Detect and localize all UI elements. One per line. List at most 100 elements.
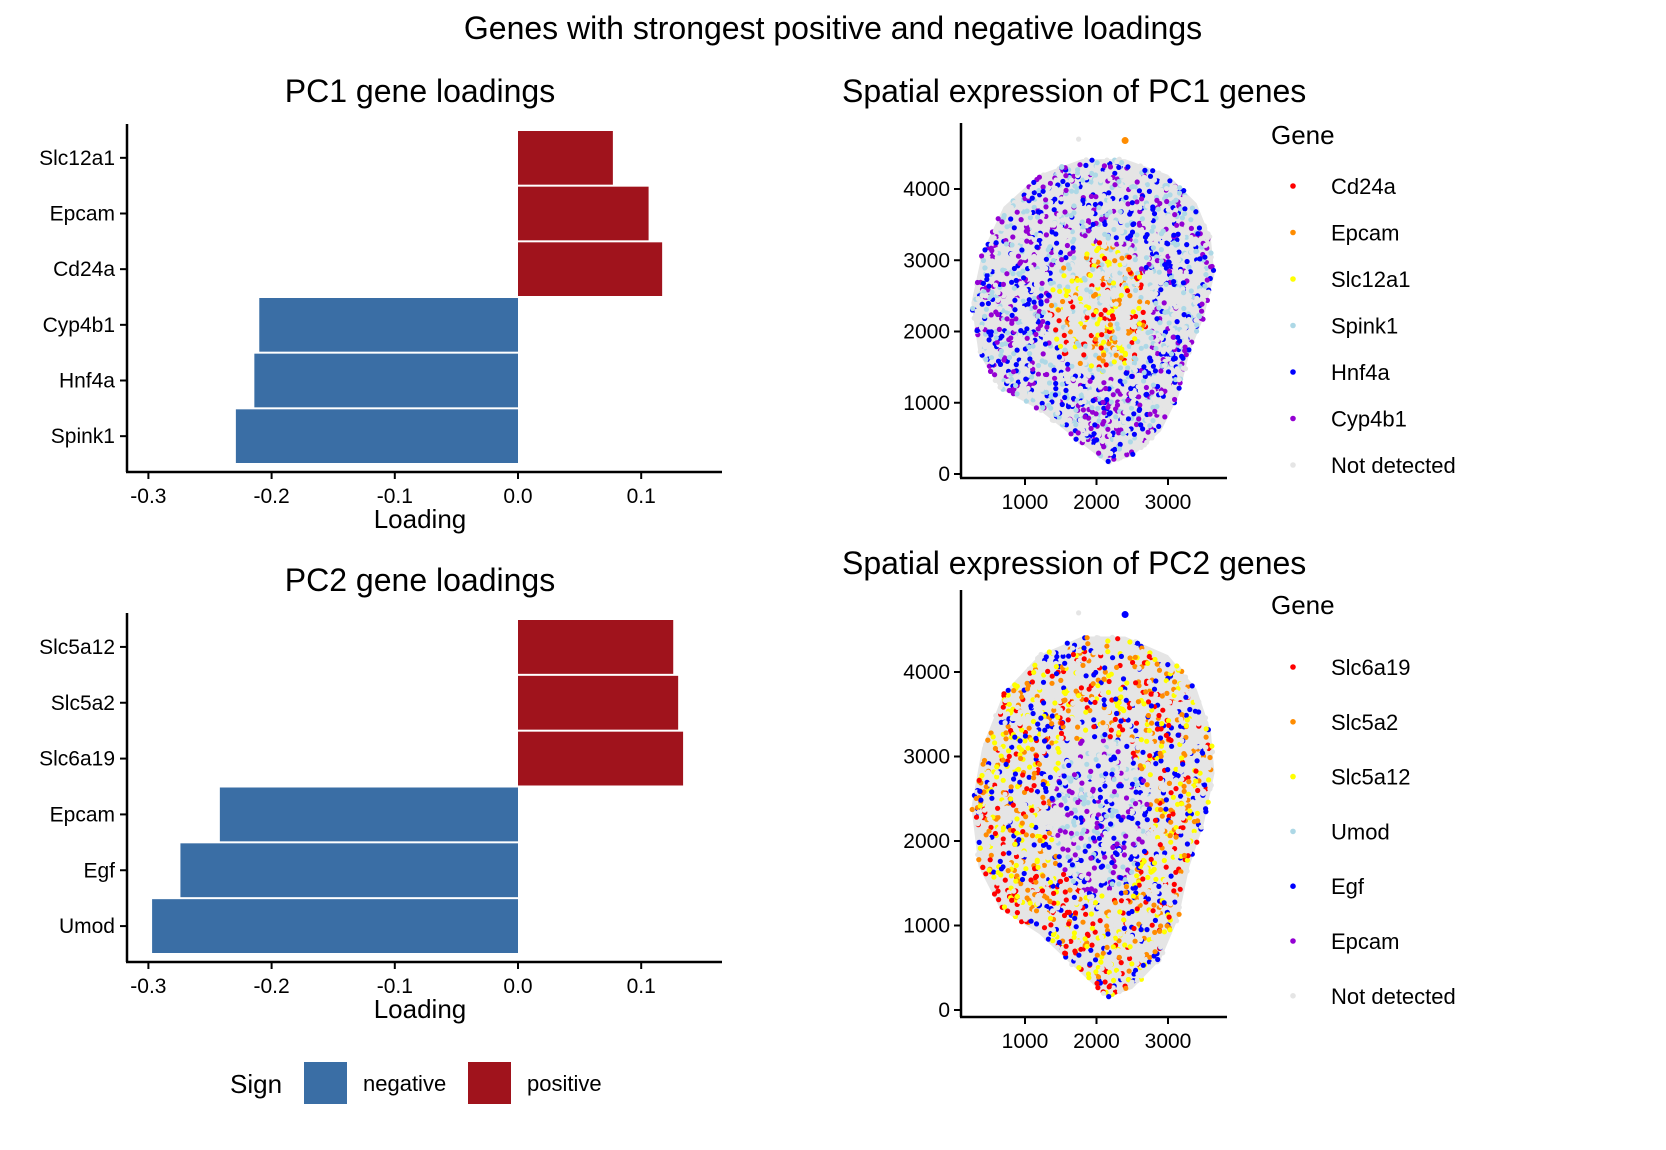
spot-egf (997, 858, 1003, 865)
spot-spink1 (988, 355, 995, 361)
spot-cyp4b1 (1077, 162, 1083, 168)
spot-cyp4b1 (1004, 271, 1010, 277)
spot-egf (1086, 843, 1092, 849)
spot-egf (1012, 771, 1019, 777)
spot-egf (1135, 820, 1141, 826)
spot-not-detected (1128, 737, 1134, 743)
spot-not-detected (1191, 241, 1197, 247)
spot-not-detected (1144, 947, 1150, 954)
spot-spink1 (1158, 258, 1164, 264)
spot-slc5a12 (1203, 726, 1209, 732)
spot-not-detected (1179, 329, 1185, 335)
spot-egf (1202, 782, 1208, 788)
spot-spink1 (1073, 413, 1080, 419)
spot-umod (1122, 877, 1128, 883)
spot-spink1 (1126, 343, 1132, 349)
spot-hnf4a (1106, 411, 1112, 417)
spot-not-detected (1131, 188, 1137, 194)
spot-cd24a (1110, 315, 1116, 321)
spot-hnf4a (1026, 297, 1032, 303)
spot-hnf4a (1031, 299, 1037, 305)
spot-not-detected (1111, 954, 1118, 960)
spot-not-detected (1144, 417, 1150, 423)
spot-not-detected (1050, 908, 1056, 914)
spot-spink1 (1182, 211, 1188, 217)
y-tick-label: 0 (938, 463, 950, 486)
spot-spink1 (1080, 224, 1086, 230)
spot-not-detected (1026, 666, 1032, 672)
spot-not-detected (1022, 255, 1028, 261)
spot-cyp4b1 (1114, 241, 1120, 247)
spot-not-detected (1192, 730, 1198, 737)
spot-spink1 (1196, 313, 1202, 320)
spot-slc6a19 (1049, 673, 1055, 679)
spot-egf (1046, 844, 1052, 850)
spot-slc5a2 (1203, 734, 1209, 740)
spot-spink1 (982, 265, 988, 271)
legend-label-cd24a: Cd24a (1331, 174, 1397, 199)
spot-not-detected (1132, 833, 1138, 839)
spot-hnf4a (1147, 355, 1153, 361)
spot-egf (1116, 783, 1122, 789)
spot-cyp4b1 (988, 312, 994, 318)
spot-not-detected (995, 265, 1001, 271)
spot-hnf4a (1193, 209, 1199, 215)
spot-not-detected (1022, 366, 1029, 372)
spot-egf (1049, 713, 1055, 719)
spot-slc5a12 (1012, 682, 1018, 688)
spot-not-detected (1004, 711, 1011, 717)
spot-not-detected (1179, 226, 1185, 232)
spot-slc5a12 (1113, 967, 1120, 973)
spot-slc6a19 (1130, 750, 1136, 756)
spot-spink1 (1122, 275, 1128, 281)
spot-not-detected (990, 753, 996, 759)
spot-not-detected (1044, 173, 1050, 179)
spot-slc5a12 (1008, 873, 1015, 879)
spot-not-detected (1166, 758, 1172, 764)
spot-not-detected (1037, 232, 1043, 238)
spot-not-detected (1099, 777, 1105, 783)
spot-slc5a12 (1175, 801, 1181, 807)
spot-umod (1093, 756, 1099, 763)
spot-not-detected (1091, 226, 1097, 232)
spot-hnf4a (1125, 235, 1131, 241)
spot-egf (1118, 817, 1124, 823)
spot-slc5a12 (1110, 944, 1116, 950)
spot-not-detected (1002, 769, 1008, 776)
spot-not-detected (1035, 223, 1042, 229)
spot-not-detected (1169, 186, 1175, 192)
spot-cyp4b1 (1147, 411, 1153, 417)
spot-slc6a19 (1160, 707, 1166, 713)
spot-not-detected (1003, 810, 1009, 816)
spot-spink1 (1156, 269, 1162, 275)
spot-cyp4b1 (1035, 371, 1041, 377)
spot-hnf4a (1167, 178, 1173, 184)
spot-not-detected (1005, 838, 1011, 844)
spot-epcam (1112, 339, 1118, 345)
spot-not-detected (1035, 249, 1041, 255)
spot-epcam (1107, 322, 1113, 328)
spot-not-detected (1111, 294, 1117, 300)
spot-not-detected (1088, 738, 1094, 745)
spot-spink1 (1148, 329, 1154, 335)
spot-slc5a12 (1005, 692, 1011, 698)
spot-spink1 (1133, 287, 1139, 293)
spot-not-detected (1130, 364, 1136, 371)
spot-slc6a19 (1024, 786, 1030, 792)
bar-epcam (219, 787, 518, 842)
spot-cyp4b1 (1088, 425, 1094, 432)
spot-not-detected (1183, 337, 1189, 343)
spot-not-detected (1108, 973, 1115, 979)
spot-slc5a12 (1118, 686, 1124, 692)
spot-not-detected (1041, 328, 1047, 334)
spot-egf (1161, 900, 1167, 906)
spot-not-detected (1098, 854, 1104, 861)
spot-hnf4a (1054, 240, 1060, 246)
spot-egf (1057, 780, 1063, 786)
spot-not-detected (1105, 957, 1111, 963)
spot-epcam (1106, 341, 1112, 347)
spot-spink1 (1134, 232, 1140, 238)
spot-spink1 (1156, 305, 1162, 311)
spot-not-detected (1183, 252, 1189, 258)
spot-not-detected (1136, 828, 1142, 834)
